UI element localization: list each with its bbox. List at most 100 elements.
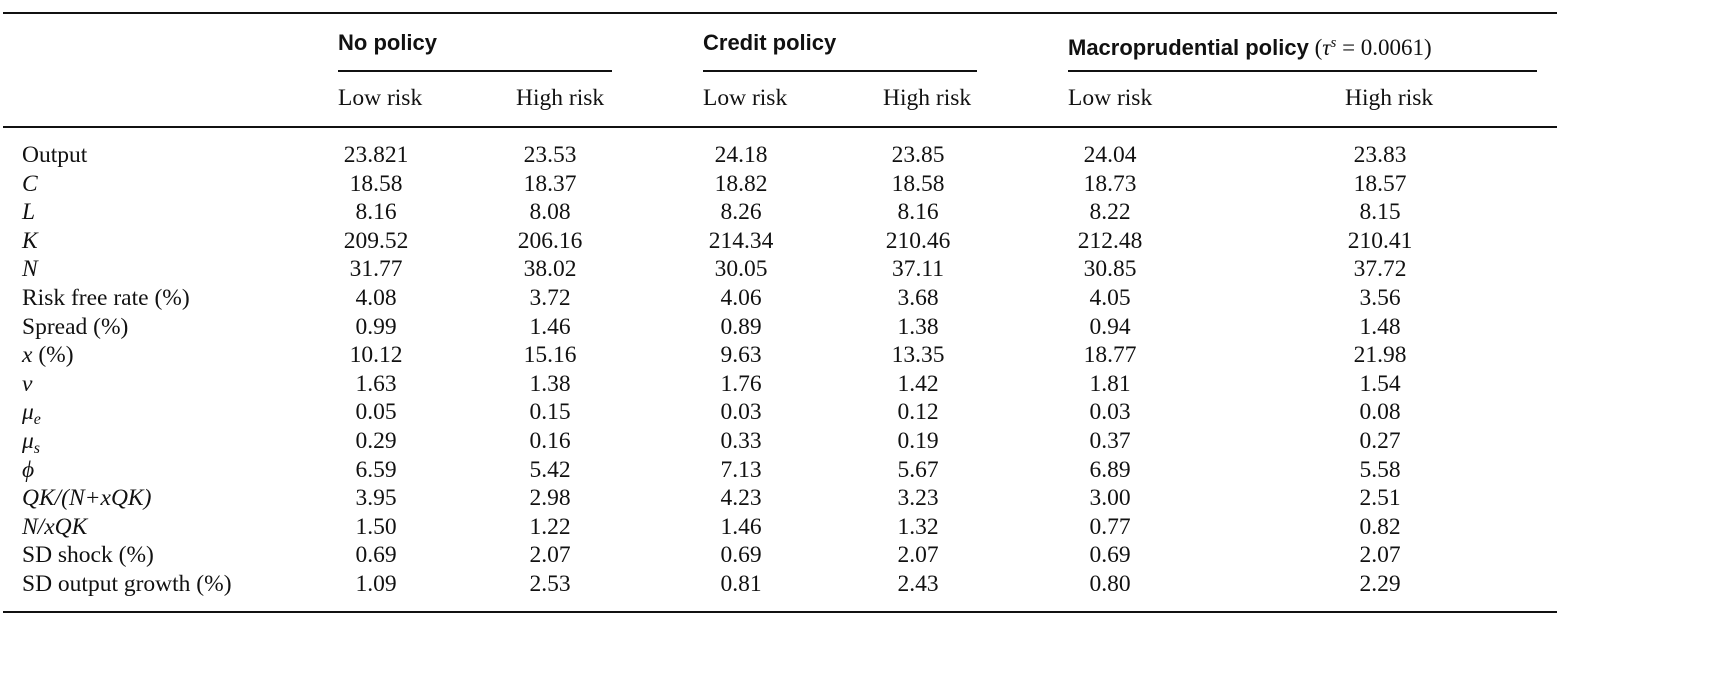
- table-cell: 6.89: [1089, 457, 1131, 483]
- table-cell: 6.59: [355, 457, 397, 483]
- subheader-high-risk: High risk: [883, 85, 972, 111]
- table-cell: 3.56: [1359, 285, 1401, 311]
- table-cell: 3.23: [897, 485, 939, 511]
- table-cell: 3.00: [1089, 485, 1131, 511]
- table-cell: 4.08: [355, 285, 397, 311]
- subheader-high-risk: High risk: [516, 85, 605, 111]
- table-cell: 0.29: [355, 428, 397, 454]
- subheader-low-risk: Low risk: [703, 85, 788, 111]
- row-label: N: [22, 256, 38, 282]
- row-label: Output: [22, 142, 88, 168]
- table-cell: 3.68: [897, 285, 939, 311]
- table-cell: 214.34: [708, 228, 774, 254]
- group-rule-macroprudential-policy: [1068, 70, 1537, 72]
- table-cell: 1.76: [720, 371, 762, 397]
- table-cell: 4.23: [720, 485, 762, 511]
- group-rule-no-policy: [338, 70, 612, 72]
- table-cell: 18.37: [523, 171, 577, 197]
- table-cell: 23.83: [1353, 142, 1407, 168]
- table-cell: 210.46: [885, 228, 951, 254]
- table-cell: 212.48: [1077, 228, 1143, 254]
- row-label: Spread (%): [22, 314, 129, 340]
- table-cell: 0.37: [1089, 428, 1131, 454]
- table-cell: 2.07: [529, 542, 571, 568]
- group-header: Credit policy: [703, 29, 836, 57]
- table-cell: 18.77: [1083, 342, 1137, 368]
- subheader-low-risk: Low risk: [338, 85, 423, 111]
- table-cell: 0.12: [897, 399, 939, 425]
- table-cell: 23.53: [523, 142, 577, 168]
- header-rule: [3, 126, 1557, 128]
- table-cell: 0.08: [1359, 399, 1401, 425]
- row-label: SD output growth (%): [22, 571, 232, 597]
- table-cell: 2.53: [529, 571, 571, 597]
- table-cell: 13.35: [891, 342, 945, 368]
- table-cell: 0.94: [1089, 314, 1131, 340]
- table-cell: 5.42: [529, 457, 571, 483]
- table-cell: 0.05: [355, 399, 397, 425]
- table-cell: 18.73: [1083, 171, 1137, 197]
- table-cell: 1.22: [529, 514, 571, 540]
- row-label: N/xQK: [22, 514, 88, 540]
- table-cell: 0.89: [720, 314, 762, 340]
- table-cell: 206.16: [517, 228, 583, 254]
- row-label: QK/(N+xQK): [22, 485, 152, 511]
- table-cell: 0.82: [1359, 514, 1401, 540]
- group-header: Macroprudential policy (τs = 0.0061): [1068, 29, 1432, 62]
- row-label: μs: [22, 428, 41, 457]
- table-cell: 1.81: [1089, 371, 1131, 397]
- table-cell: 15.16: [523, 342, 577, 368]
- table-cell: 10.12: [349, 342, 403, 368]
- table-cell: 2.29: [1359, 571, 1401, 597]
- table-cell: 3.72: [529, 285, 571, 311]
- row-label: K: [22, 228, 38, 254]
- table-cell: 8.26: [720, 199, 762, 225]
- table-cell: 0.16: [529, 428, 571, 454]
- table-cell: 1.48: [1359, 314, 1401, 340]
- table-cell: 210.41: [1347, 228, 1413, 254]
- table-cell: 2.98: [529, 485, 571, 511]
- table-cell: 18.57: [1353, 171, 1407, 197]
- table-cell: 23.821: [343, 142, 409, 168]
- row-label: ν: [22, 371, 33, 397]
- table-cell: 1.38: [897, 314, 939, 340]
- table-cell: 0.99: [355, 314, 397, 340]
- table-cell: 18.82: [714, 171, 768, 197]
- table-cell: 5.58: [1359, 457, 1401, 483]
- group-rule-credit-policy: [703, 70, 977, 72]
- table-cell: 2.43: [897, 571, 939, 597]
- table-cell: 0.69: [1089, 542, 1131, 568]
- table-cell: 1.32: [897, 514, 939, 540]
- table-cell: 18.58: [349, 171, 403, 197]
- table-cell: 8.16: [897, 199, 939, 225]
- table-cell: 209.52: [343, 228, 409, 254]
- subheader-low-risk: Low risk: [1068, 85, 1153, 111]
- table-cell: 0.03: [720, 399, 762, 425]
- table-cell: 37.11: [891, 256, 945, 282]
- table-cell: 0.19: [897, 428, 939, 454]
- table-cell: 8.15: [1359, 199, 1401, 225]
- table-cell: 2.51: [1359, 485, 1401, 511]
- table-cell: 1.46: [529, 314, 571, 340]
- table-cell: 30.05: [714, 256, 768, 282]
- table-cell: 30.85: [1083, 256, 1137, 282]
- table-cell: 24.18: [714, 142, 768, 168]
- table-cell: 1.46: [720, 514, 762, 540]
- table-cell: 1.54: [1359, 371, 1401, 397]
- row-label: μe: [22, 399, 41, 428]
- group-header-label: Macroprudential policy: [1068, 35, 1309, 60]
- table-cell: 7.13: [720, 457, 762, 483]
- row-label: L: [22, 199, 36, 225]
- table-cell: 0.69: [355, 542, 397, 568]
- table-cell: 3.95: [355, 485, 397, 511]
- row-label: x (%): [22, 342, 74, 368]
- row-label: C: [22, 171, 38, 197]
- table-cell: 0.03: [1089, 399, 1131, 425]
- table-cell: 21.98: [1353, 342, 1407, 368]
- row-label: ϕ: [22, 457, 35, 483]
- tau-annotation: (τs = 0.0061): [1308, 35, 1432, 60]
- subheader-high-risk: High risk: [1345, 85, 1434, 111]
- table-cell: 24.04: [1083, 142, 1137, 168]
- table-cell: 8.16: [355, 199, 397, 225]
- table-cell: 0.33: [720, 428, 762, 454]
